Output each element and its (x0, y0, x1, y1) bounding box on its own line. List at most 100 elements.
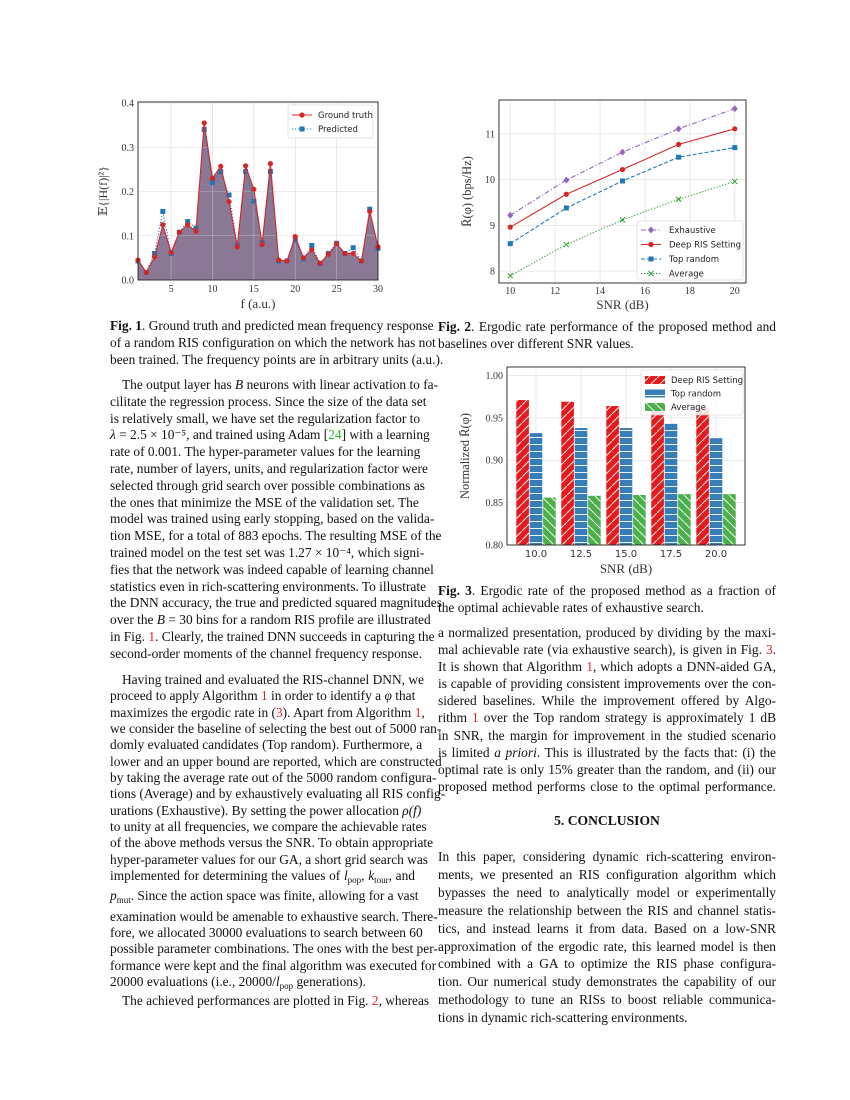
x-tick-label: 15.0 (615, 549, 637, 560)
data-point (201, 120, 207, 126)
paragraph-output-layer: The output layer has B neurons with line… (110, 377, 442, 663)
figure-3-chart: 10.0 12.5 15.0 17.5 20.0 0.80 0.85 0.90 0.95 1.00… (458, 366, 746, 576)
data-point (342, 250, 348, 257)
legend-label: Deep RIS Setting (671, 376, 743, 386)
text-segment: that (391, 688, 416, 704)
legend-marker (648, 256, 654, 262)
text-segment: . Ergodic rate of the proposed method as… (471, 583, 776, 598)
data-point (151, 254, 158, 260)
data-point (619, 148, 626, 156)
text-segment: p (110, 888, 117, 904)
text-line: tions (Average) and by exhaustively eval… (110, 786, 446, 802)
text-segment: φ (384, 688, 392, 704)
bar-hatch (574, 428, 588, 545)
text-segment: , and (388, 867, 415, 883)
text-line: proceed to apply Algorithm 1 in order to… (110, 688, 415, 704)
legend-box (287, 104, 374, 139)
reference-link[interactable]: 2 (371, 993, 379, 1008)
text-line: fore, we allocated 30000 evaluations to … (110, 924, 423, 940)
text-line: is limited a priori. This is illustrated… (438, 744, 776, 761)
x-axis-label: f (a.u.) (240, 296, 275, 311)
text-line: approximation of the ergodic rate, this … (438, 938, 776, 954)
bar-hatch (664, 423, 678, 545)
text-line: model was trained using early stopping, … (110, 511, 435, 527)
x-tick-label: 10.0 (525, 549, 547, 560)
legend-swatch-hatch (645, 376, 665, 384)
legend-swatch-hatch (645, 389, 665, 398)
text-line: rate, number of layers, units, and regul… (110, 460, 428, 476)
legend-marker (648, 226, 654, 234)
data-point (563, 176, 570, 184)
bar-hatch (678, 494, 691, 545)
reference-link[interactable]: 1 (260, 688, 268, 704)
data-point (350, 250, 356, 257)
text-segment: over the Top random strategy is approxim… (478, 710, 777, 726)
data-point (675, 125, 682, 133)
data-point (732, 126, 738, 132)
reference-link[interactable]: 3 (275, 704, 283, 720)
paragraph-conclusion: In this paper, considering dynamic rich-… (438, 848, 776, 1027)
data-point (676, 154, 682, 160)
text-segment: l (275, 973, 280, 989)
reference-link[interactable]: 24 (328, 427, 342, 443)
data-point (732, 145, 738, 151)
text-line: The output layer has B neurons with line… (110, 377, 438, 394)
legend-box (640, 369, 744, 416)
text-line: the ones that minimize the MSE of the va… (110, 494, 419, 510)
text-line: baselines over different SNR values. (438, 336, 634, 351)
data-point (218, 169, 224, 175)
text-segment: , (421, 704, 425, 720)
text-line: in Fig. 1. Clearly, the trained DNN succ… (110, 628, 435, 646)
figure-1-chart: 5 10 15 20 25 30 0.0 0.1 0.2 0.3 0.4 f (a.u.) 𝔼{|H(f… (96, 99, 383, 312)
text-segment: . Ground truth and predicted mean freque… (142, 318, 434, 333)
text-segment: λ (110, 427, 116, 443)
text-segment: k (368, 867, 375, 883)
text-line: by taking the average rate out of the 50… (110, 769, 437, 785)
text-segment: in Fig. (110, 628, 149, 644)
legend-marker (648, 241, 654, 248)
text-segment: urations (Exhaustive). By setting the po… (110, 802, 403, 818)
reference-link[interactable]: 1 (414, 704, 422, 720)
text-segment: . Since the action space was finite, all… (130, 888, 419, 904)
data-point (619, 166, 626, 173)
text-line: of a random RIS configuration on which t… (110, 335, 436, 350)
text-line: optimal rate is only 15% greater than th… (438, 761, 776, 777)
data-point (209, 175, 216, 181)
bar-hatch (696, 407, 709, 545)
y-tick-label: 0.85 (486, 498, 504, 509)
text-segment: Fig. 3 (438, 583, 472, 598)
text-segment: tour (374, 874, 389, 885)
figure-2-caption: Fig. 2. Ergodic rate performance of the … (438, 318, 776, 352)
text-line: Fig. 1. Ground truth and predicted mean … (110, 317, 434, 334)
x-tick-label: 14 (595, 286, 605, 297)
legend-label: Top random (670, 390, 721, 400)
series-line-0 (509, 108, 735, 216)
x-tick-label: 15 (249, 284, 259, 295)
text-segment: l (343, 867, 348, 883)
text-segment: = 30 bins for a random RIS profile are i… (165, 612, 431, 628)
reference-link[interactable]: 1 (148, 628, 156, 644)
reference-link[interactable]: 3 (765, 642, 773, 658)
text-line: measure the relationship between the RIS… (438, 902, 776, 918)
text-line: we consider the baseline of selecting th… (110, 720, 442, 736)
data-point (563, 241, 570, 248)
text-segment: Fig. 1 (110, 318, 142, 333)
data-point (507, 211, 514, 219)
figure-3-caption: Fig. 3. Ergodic rate of the proposed met… (438, 582, 776, 616)
text-line: domly evaluated candidates (Top random).… (110, 737, 423, 753)
text-line: tics, and instead learns it from data. B… (438, 920, 776, 936)
reference-link[interactable]: 1 (472, 710, 479, 726)
data-point (317, 260, 323, 266)
text-segment: rithm (438, 710, 472, 726)
reference-link[interactable]: 1 (586, 659, 593, 675)
legend-label: Predicted (318, 125, 358, 135)
bar-hatch (516, 400, 529, 545)
text-segment: implemented for determining the values o… (110, 867, 344, 883)
text-line: mal achievable rate (via exhaustive sear… (438, 641, 776, 658)
bar-hatch (709, 438, 723, 545)
legend-label: Ground truth (318, 111, 373, 121)
text-line: formance were kept and the final algorit… (110, 957, 437, 973)
y-tick-label: 9 (490, 221, 495, 232)
data-point (143, 269, 149, 276)
